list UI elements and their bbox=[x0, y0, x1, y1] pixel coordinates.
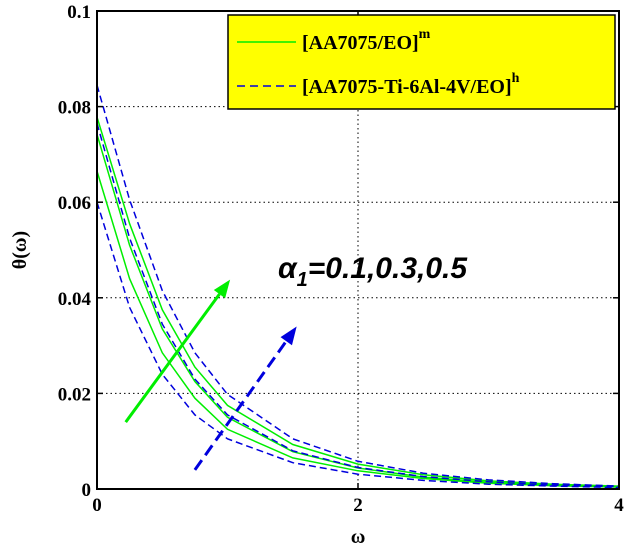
y-axis-label: θ(ω) bbox=[9, 231, 31, 269]
series-line-6 bbox=[96, 84, 620, 487]
parameter-annotation: α1=0.1,0.3,0.5 bbox=[278, 252, 468, 291]
arrow-head-2 bbox=[280, 326, 297, 346]
x-axis-label: ω bbox=[351, 526, 366, 547]
legend-label-hybrid-nanofluid: [AA7075-Ti-6Al-4V/EO]h bbox=[302, 71, 520, 98]
arrow-head-1 bbox=[213, 279, 231, 299]
legend-superscript-h: h bbox=[512, 71, 520, 86]
y-tick-label: 0.1 bbox=[67, 2, 91, 23]
arrows-layer bbox=[124, 279, 297, 471]
arrow-shaft-1 bbox=[124, 293, 221, 423]
series-layer bbox=[96, 84, 620, 489]
annotation-subscript: 1 bbox=[297, 269, 308, 291]
y-tick-label: 0.02 bbox=[58, 384, 91, 405]
y-tick-label: 0.06 bbox=[58, 193, 91, 214]
annotation-values: =0.1,0.3,0.5 bbox=[308, 252, 469, 285]
series-line-4 bbox=[96, 201, 620, 489]
legend: [AA7075/EO]m [AA7075-Ti-6Al-4V/EO]h bbox=[227, 14, 616, 110]
arrow-shaft-2 bbox=[193, 340, 288, 471]
legend-box bbox=[227, 14, 616, 110]
x-tick-label: 2 bbox=[353, 495, 363, 516]
legend-label-nanofluid: [AA7075/EO]m bbox=[302, 27, 431, 54]
y-tick-label: 0 bbox=[82, 480, 92, 501]
axis-ticks: 0 2 4 0 0.02 0.04 0.06 0.08 0.1 bbox=[58, 2, 625, 516]
series-line-5 bbox=[96, 123, 620, 488]
annotation-symbol: α bbox=[278, 252, 298, 285]
legend-superscript-m: m bbox=[419, 27, 431, 42]
y-tick-label: 0.08 bbox=[58, 98, 91, 119]
svg-text:α1=0.1,0.3,0.5: α1=0.1,0.3,0.5 bbox=[278, 252, 468, 291]
y-tick-label: 0.04 bbox=[58, 289, 92, 310]
x-tick-label: 4 bbox=[614, 495, 624, 516]
series-line-3 bbox=[96, 116, 620, 487]
x-tick-label: 0 bbox=[92, 495, 102, 516]
